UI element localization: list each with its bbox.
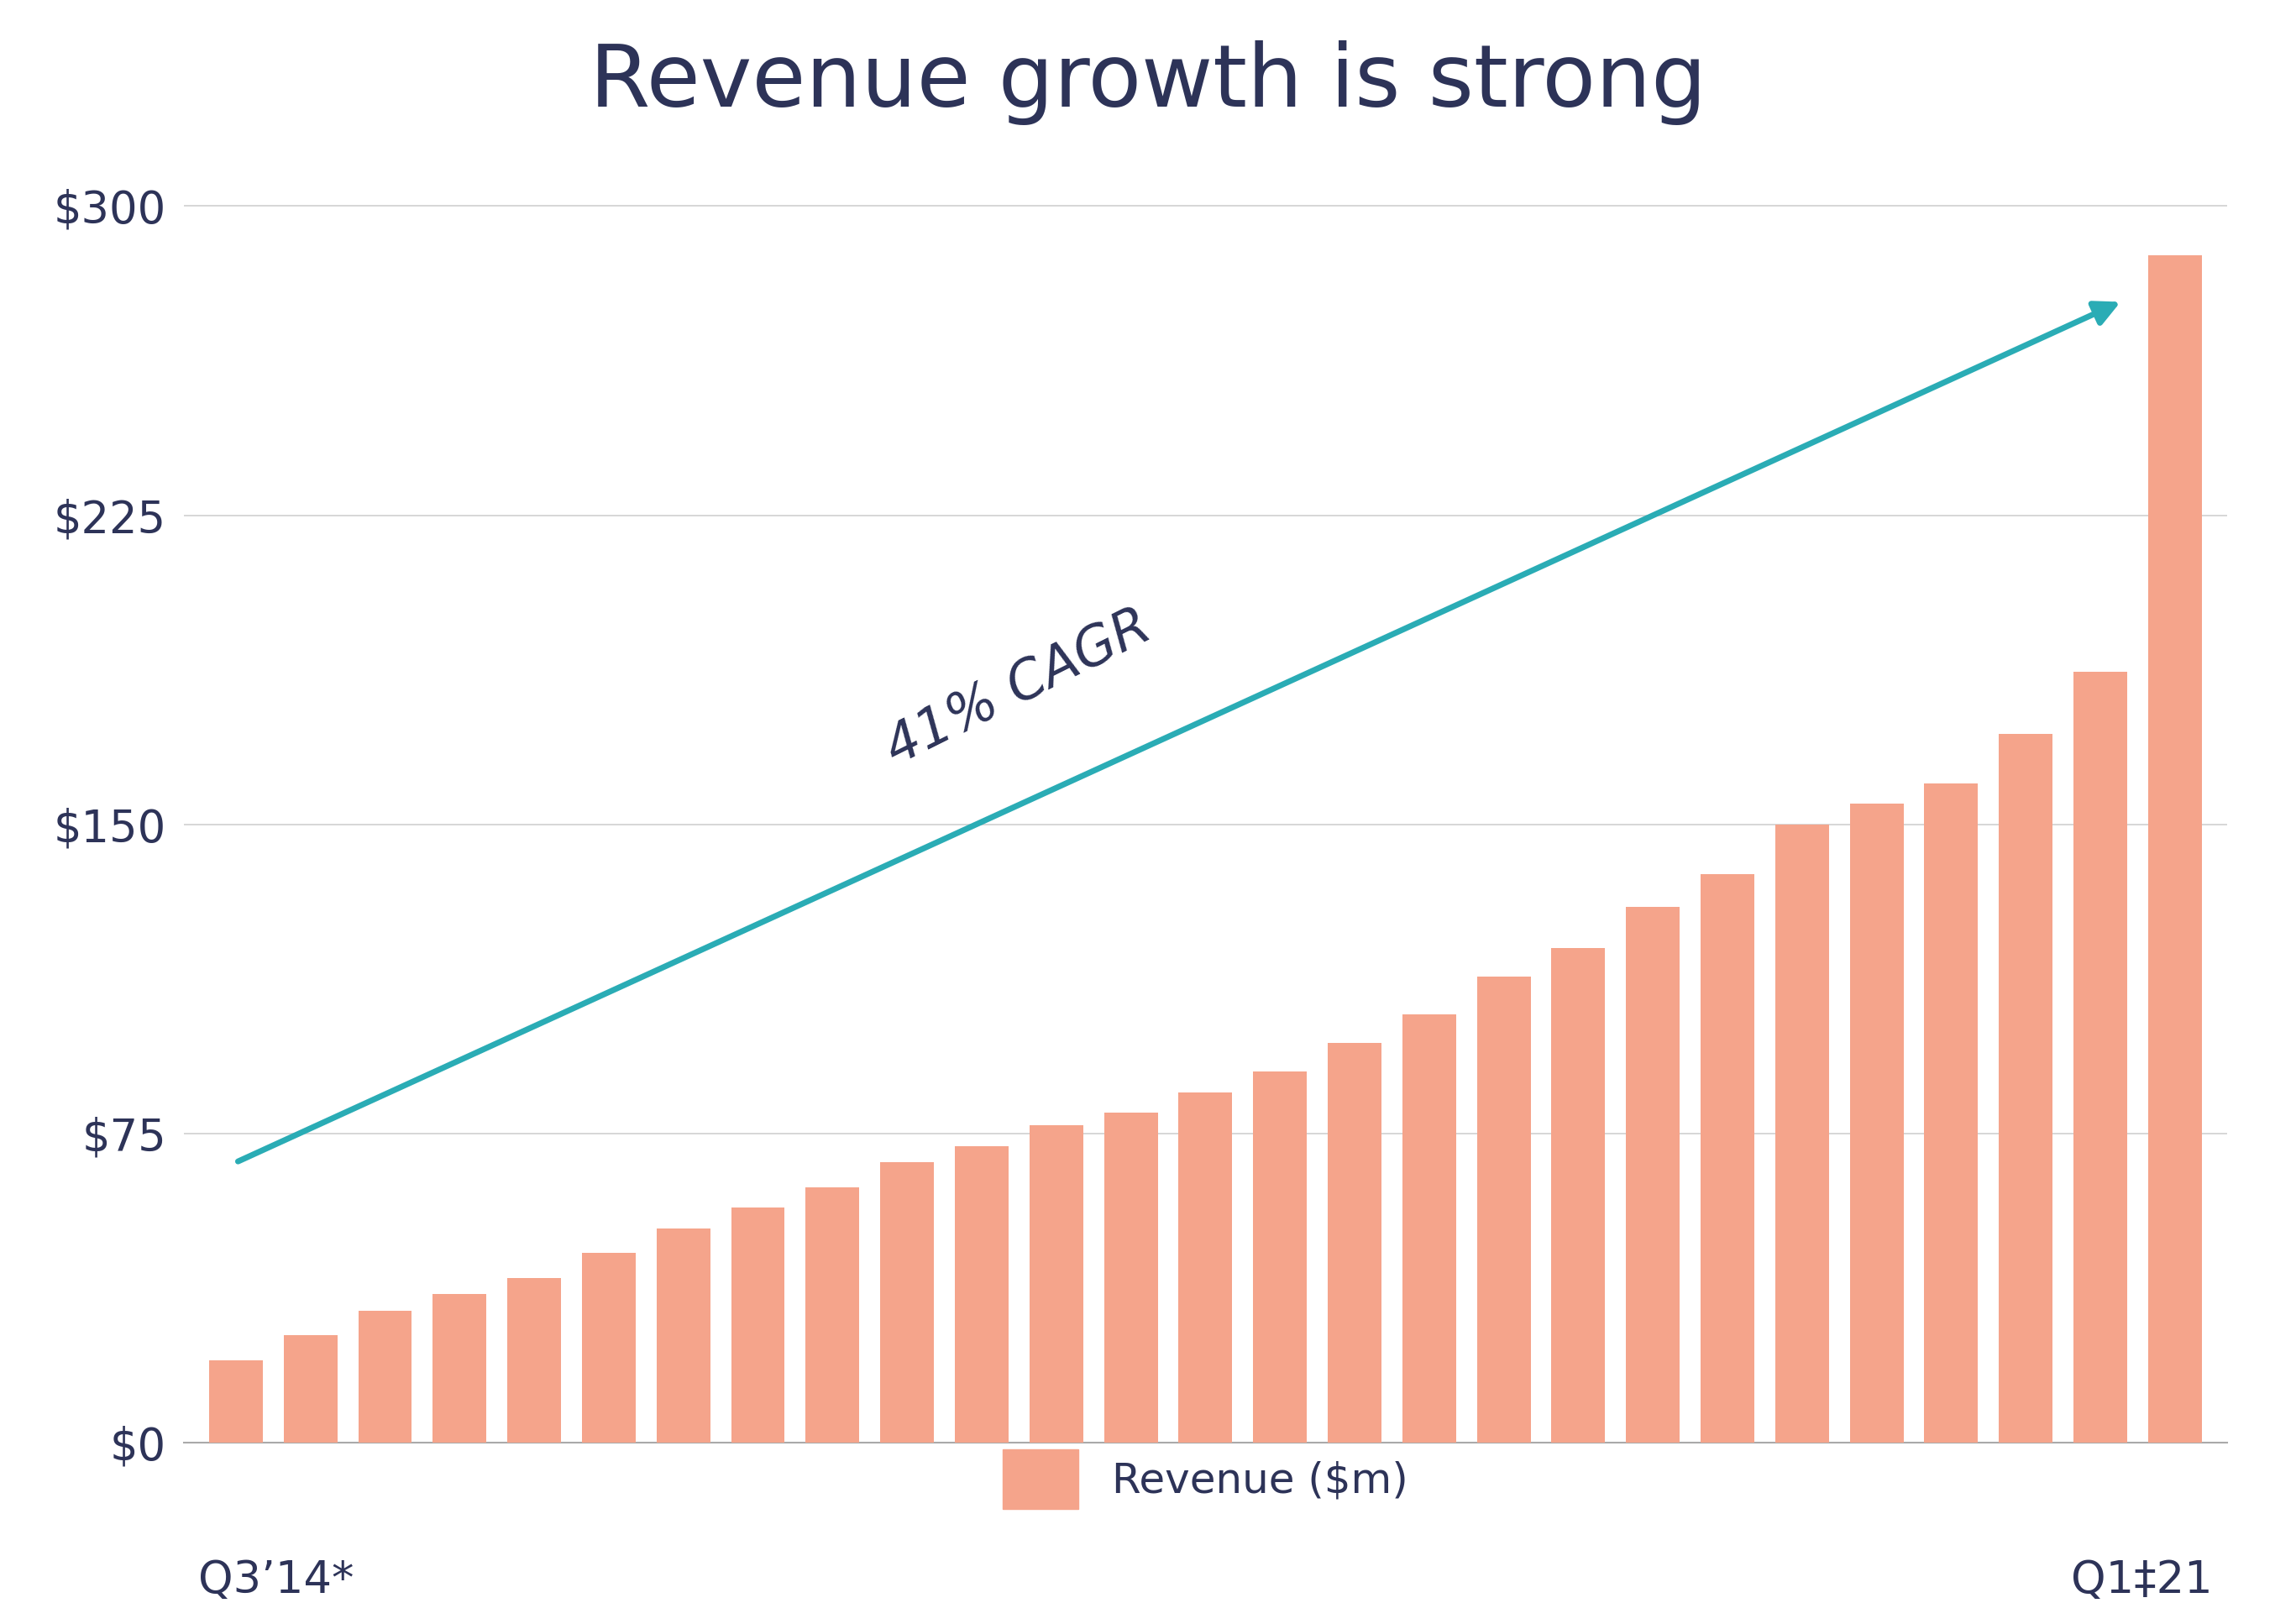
Bar — [806, 1188, 859, 1443]
Bar — [1327, 1044, 1382, 1443]
Bar — [209, 1361, 262, 1443]
Bar — [1701, 874, 1754, 1443]
Text: Revenue growth is strong: Revenue growth is strong — [590, 40, 1706, 125]
Text: Q3’14*: Q3’14* — [197, 1558, 354, 1601]
Bar — [1626, 907, 1681, 1443]
Bar — [1476, 976, 1531, 1443]
Bar — [1104, 1112, 1157, 1443]
Bar — [955, 1146, 1008, 1443]
Bar — [581, 1254, 636, 1443]
Text: 41% CAGR: 41% CAGR — [877, 600, 1159, 776]
Bar — [1029, 1125, 1084, 1443]
Bar — [432, 1294, 487, 1443]
Bar — [1851, 803, 1903, 1443]
Bar — [657, 1228, 709, 1443]
Bar — [358, 1311, 411, 1443]
Bar — [1552, 947, 1605, 1443]
Bar — [879, 1162, 934, 1443]
Bar — [730, 1207, 785, 1443]
Bar — [1924, 784, 1979, 1443]
Bar — [2000, 734, 2053, 1443]
Bar — [1775, 824, 1830, 1443]
Bar — [1403, 1015, 1456, 1443]
Legend: Revenue ($m): Revenue ($m) — [985, 1433, 1426, 1526]
Bar — [1178, 1092, 1233, 1443]
Bar — [507, 1278, 560, 1443]
Bar — [1254, 1072, 1306, 1443]
Text: Q1‡21: Q1‡21 — [2071, 1558, 2213, 1601]
Bar — [285, 1335, 338, 1443]
Bar — [2073, 672, 2126, 1443]
Bar — [2149, 255, 2202, 1443]
